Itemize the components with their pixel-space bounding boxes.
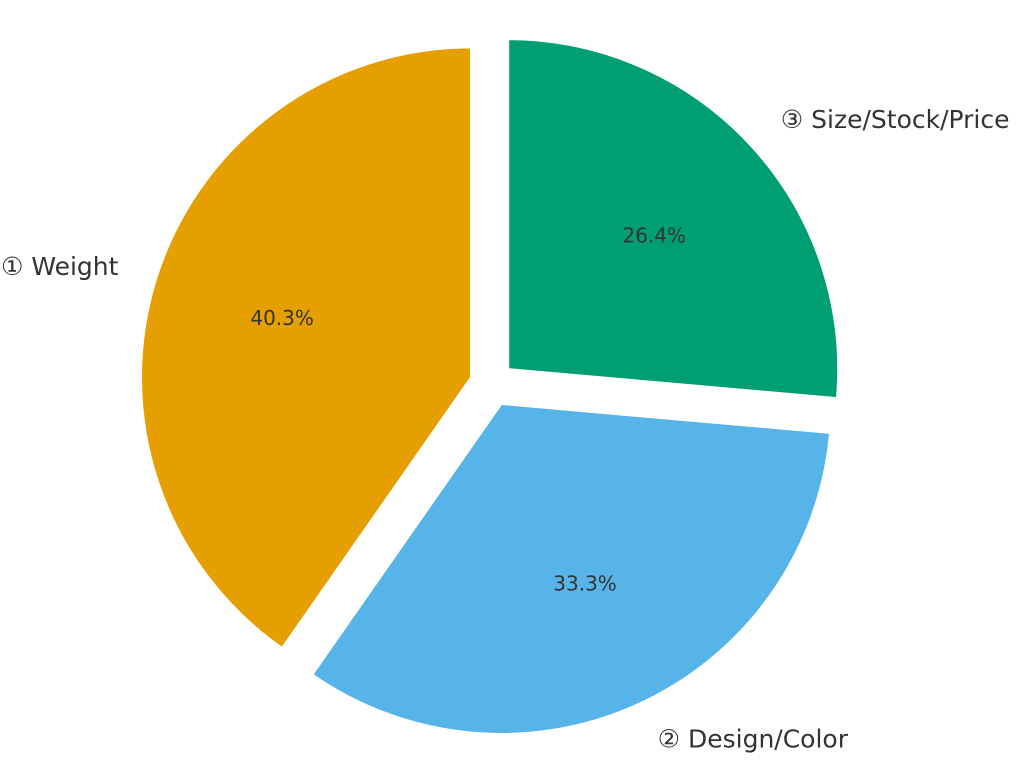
slice-category-label: ③ Size/Stock/Price (781, 105, 1010, 134)
slices-layer (140, 38, 840, 735)
percent-labels-layer: 26.4% 33.3% 40.3% (250, 223, 686, 595)
pie-slice-2 (311, 402, 832, 735)
slice-percent-label: 40.3% (250, 306, 314, 330)
category-labels-layer: ③ Size/Stock/Price ② Design/Color ① Weight (1, 105, 1010, 753)
slice-category-label: ② Design/Color (658, 724, 849, 753)
pie-slice-3 (140, 46, 473, 650)
slice-category-label: ① Weight (1, 252, 119, 281)
slice-percent-label: 33.3% (553, 571, 617, 595)
pie-slice-1 (507, 38, 840, 400)
slice-percent-label: 26.4% (622, 223, 686, 247)
